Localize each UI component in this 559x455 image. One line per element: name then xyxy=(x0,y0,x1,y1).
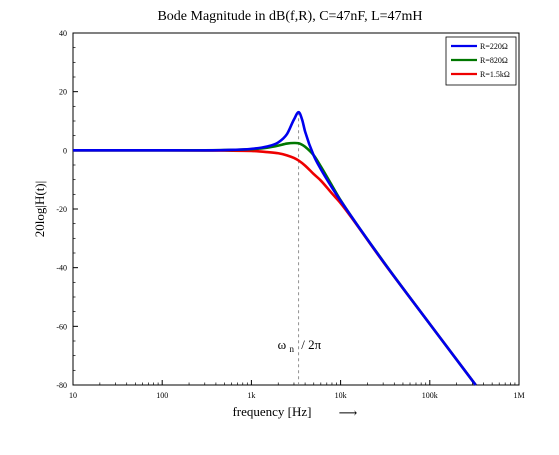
y-tick-label: -20 xyxy=(56,205,67,214)
x-axis-label: frequency [Hz] xyxy=(232,404,311,419)
y-tick-label: -60 xyxy=(56,322,67,331)
y-tick-label: -80 xyxy=(56,381,67,390)
legend-label: R=820Ω xyxy=(480,56,508,65)
y-tick-label: 20 xyxy=(59,88,67,97)
y-axis-label: 20log|H(t)| xyxy=(32,181,47,237)
x-tick-label: 100 xyxy=(156,391,168,400)
x-tick-label: 10k xyxy=(335,391,347,400)
x-tick-label: 10 xyxy=(69,391,77,400)
y-tick-label: 0 xyxy=(63,146,67,155)
legend-label: R=1.5kΩ xyxy=(480,70,510,79)
plot-area xyxy=(72,32,520,386)
series-line-1 xyxy=(73,141,477,386)
x-tick-label: 100k xyxy=(422,391,438,400)
legend-label: R=220Ω xyxy=(480,42,508,51)
omega-subscript: n xyxy=(289,344,294,354)
series-group xyxy=(73,110,477,386)
x-tick-label: 1k xyxy=(247,391,255,400)
y-tick-label: -40 xyxy=(56,264,67,273)
x-axis-arrow: ⟶ xyxy=(339,405,358,420)
omega-n-label: ω n / 2π xyxy=(278,337,322,355)
x-tick-label: 1M xyxy=(513,391,524,400)
series-line-2 xyxy=(73,149,477,386)
chart-title: Bode Magnitude in dB(f,R), C=47nF, L=47m… xyxy=(157,9,422,24)
series-line-0 xyxy=(73,110,477,386)
omega-divisor: / 2π xyxy=(301,337,321,352)
omega-symbol: ω xyxy=(278,337,287,352)
y-tick-label: 40 xyxy=(59,29,67,38)
x-axis-ticks: 10 100 1k 10k 100k 1M xyxy=(69,380,525,400)
natural-frequency-annotation: ω n / 2π xyxy=(278,337,322,355)
legend: R=220Ω R=820Ω R=1.5kΩ xyxy=(445,36,517,86)
y-axis-ticks: 40 20 0 -20 -40 -60 -80 xyxy=(56,29,78,390)
